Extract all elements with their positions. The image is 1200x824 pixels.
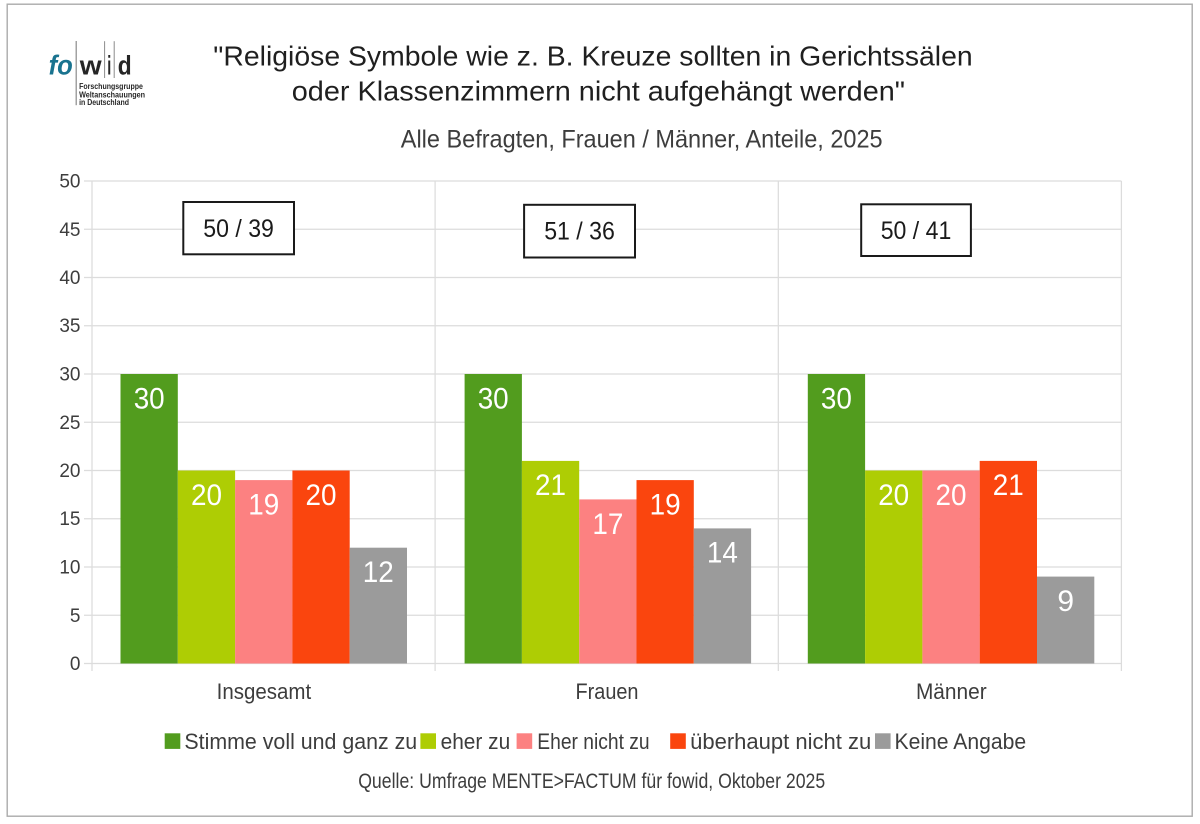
svg-text:Insgesamt: Insgesamt	[217, 679, 312, 704]
svg-text:21: 21	[535, 469, 566, 502]
svg-text:"Religiöse Symbole wie z. B. K: "Religiöse Symbole wie z. B. Kreuze soll…	[213, 40, 972, 71]
svg-text:45: 45	[59, 220, 80, 241]
svg-text:40: 40	[59, 268, 80, 289]
svg-text:19: 19	[650, 488, 681, 521]
svg-text:Stimme voll und ganz zu: Stimme voll und ganz zu	[184, 729, 417, 754]
svg-text:5: 5	[70, 606, 81, 627]
svg-text:Männer: Männer	[916, 679, 987, 704]
svg-text:30: 30	[821, 382, 852, 415]
svg-text:12: 12	[363, 556, 394, 589]
svg-text:25: 25	[59, 413, 80, 434]
svg-text:30: 30	[59, 365, 80, 386]
svg-text:i: i	[107, 50, 111, 80]
svg-text:d: d	[118, 50, 132, 80]
svg-text:19: 19	[248, 488, 279, 521]
svg-text:in Deutschland: in Deutschland	[79, 97, 129, 107]
svg-text:eher zu: eher zu	[441, 729, 511, 754]
svg-text:w: w	[79, 50, 103, 80]
svg-text:20: 20	[306, 479, 337, 512]
svg-text:Keine Angabe: Keine Angabe	[895, 729, 1027, 754]
svg-text:50: 50	[59, 172, 80, 193]
svg-text:0: 0	[70, 654, 81, 675]
svg-text:10: 10	[59, 558, 80, 579]
svg-text:17: 17	[592, 508, 623, 541]
svg-text:Quelle: Umfrage MENTE>FACTUM f: Quelle: Umfrage MENTE>FACTUM für fowid, …	[358, 770, 825, 793]
svg-text:50 / 41: 50 / 41	[881, 217, 952, 245]
svg-text:Eher nicht zu: Eher nicht zu	[537, 729, 649, 754]
svg-text:15: 15	[59, 509, 80, 530]
svg-text:fo: fo	[49, 50, 73, 81]
svg-text:Frauen: Frauen	[576, 679, 639, 704]
svg-text:20: 20	[59, 461, 80, 482]
svg-text:Forschungsgruppe: Forschungsgruppe	[79, 81, 143, 91]
svg-text:20: 20	[191, 479, 222, 512]
svg-text:oder Klassenzimmern nicht aufg: oder Klassenzimmern nicht aufgehängt wer…	[292, 75, 905, 106]
svg-text:21: 21	[993, 469, 1024, 502]
svg-text:14: 14	[707, 537, 738, 570]
svg-text:30: 30	[134, 382, 165, 415]
svg-text:Weltanschauungen: Weltanschauungen	[79, 90, 145, 100]
svg-text:51 / 36: 51 / 36	[544, 218, 615, 246]
svg-text:Alle Befragten, Frauen / Männe: Alle Befragten, Frauen / Männer, Anteile…	[401, 126, 883, 154]
svg-text:35: 35	[59, 316, 80, 337]
svg-text:50 / 39: 50 / 39	[203, 215, 274, 243]
svg-text:30: 30	[478, 382, 509, 415]
svg-text:überhaupt nicht zu: überhaupt nicht zu	[690, 729, 871, 754]
svg-text:20: 20	[936, 479, 967, 512]
svg-text:9: 9	[1057, 585, 1074, 618]
svg-text:20: 20	[878, 479, 909, 512]
